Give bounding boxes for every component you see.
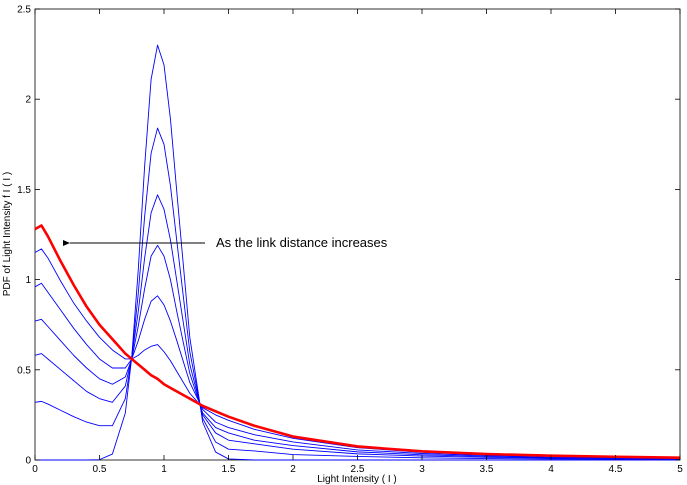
series-line — [34, 127, 681, 460]
y-tick-label: 1 — [25, 275, 31, 286]
y-tick-label: 0 — [25, 456, 31, 467]
x-tick-label: 0.5 — [93, 464, 107, 475]
series-line — [34, 194, 681, 460]
y-tick-label: 1.5 — [17, 185, 31, 196]
annotation: As the link distance increases — [216, 235, 388, 250]
series-line — [34, 244, 681, 460]
x-tick-label: 3 — [419, 464, 425, 475]
x-tick-label: 1 — [161, 464, 167, 475]
x-tick-label: 5 — [677, 464, 683, 475]
x-tick-label: 2.5 — [351, 464, 365, 475]
y-tick-label: 0.5 — [17, 365, 31, 376]
x-tick-label: 2 — [290, 464, 296, 475]
x-tick-label: 4 — [548, 464, 554, 475]
x-tick-label: 1.5 — [222, 464, 236, 475]
x-tick-label: 0 — [32, 464, 38, 475]
y-axis-label: PDF of Light Intensity f I ( I ) — [2, 172, 13, 297]
x-axis-label: Light Intensity ( I ) — [317, 474, 396, 485]
series-line — [34, 282, 681, 459]
x-tick-label: 4.5 — [609, 464, 623, 475]
plot-area — [34, 44, 681, 461]
y-tick-label: 2.5 — [17, 5, 31, 16]
series-line — [34, 224, 681, 459]
y-tick-label: 2 — [25, 95, 31, 106]
x-tick-label: 3.5 — [480, 464, 494, 475]
series-line — [35, 44, 680, 461]
